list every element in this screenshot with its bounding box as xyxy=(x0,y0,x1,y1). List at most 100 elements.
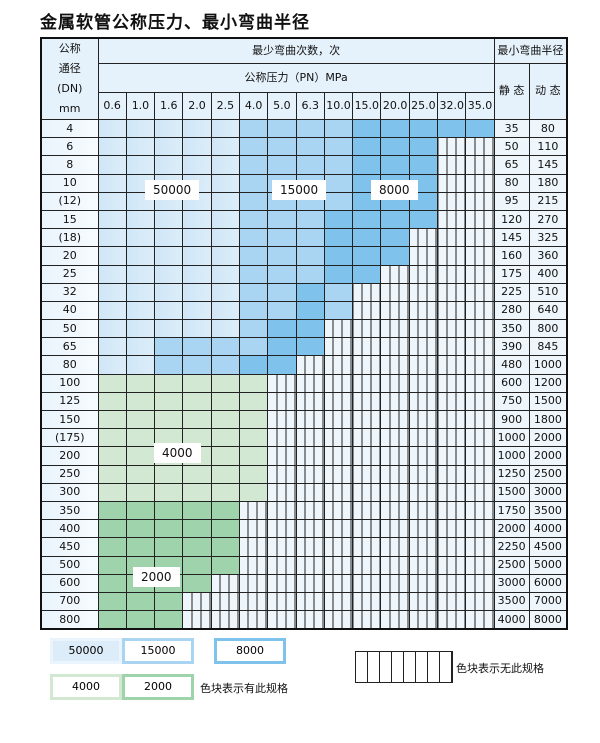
spec-cell xyxy=(210,500,240,521)
no-spec-cell xyxy=(267,537,297,557)
no-spec-cell xyxy=(267,391,297,412)
spec-cell xyxy=(210,555,240,575)
no-spec-cell xyxy=(295,500,325,521)
spec-cell xyxy=(97,264,127,284)
dynamic-radius-cell: 2500 xyxy=(528,464,568,484)
no-spec-cell xyxy=(380,409,410,430)
spec-cell xyxy=(97,428,127,448)
dn-cell: 500 xyxy=(40,555,99,575)
spec-cell xyxy=(97,573,127,593)
spec-cell xyxy=(210,409,240,430)
dynamic-radius-cell: 1800 xyxy=(528,409,568,430)
dynamic-radius-cell: 3000 xyxy=(528,482,568,502)
no-spec-cell xyxy=(295,573,325,593)
region-label-50000: 50000 xyxy=(145,180,200,200)
no-spec-cell xyxy=(267,573,297,593)
no-spec-cell xyxy=(352,573,382,593)
dn-cell: 8 xyxy=(40,155,99,175)
legend-2000: 2000 xyxy=(122,674,194,700)
spec-cell xyxy=(125,264,156,284)
dynamic-radius-cell: 5000 xyxy=(528,555,568,575)
dn-cell: (18) xyxy=(40,228,99,248)
spec-cell xyxy=(97,118,127,139)
spec-cell xyxy=(97,610,127,630)
no-spec-cell xyxy=(437,228,467,248)
spec-cell xyxy=(238,300,269,321)
spec-cell xyxy=(210,209,240,230)
legend-has-spec: 色块表示有此规格 xyxy=(200,682,288,695)
no-spec-cell xyxy=(352,391,382,412)
no-spec-cell xyxy=(323,337,354,357)
dn-label: 通径 xyxy=(58,62,81,75)
dynamic-radius-cell: 1000 xyxy=(528,355,568,375)
no-spec-cell xyxy=(408,482,439,502)
spec-cell xyxy=(238,337,269,357)
spec-cell xyxy=(408,137,439,157)
spec-cell xyxy=(182,482,212,502)
spec-cell xyxy=(210,137,240,157)
no-spec-cell xyxy=(267,500,297,521)
static-radius-cell: 2250 xyxy=(493,537,530,557)
no-spec-cell xyxy=(323,428,354,448)
spec-cell xyxy=(182,464,212,484)
static-radius-cell: 1250 xyxy=(493,464,530,484)
dynamic-radius-cell: 3500 xyxy=(528,500,568,521)
dn-label: mm xyxy=(59,102,81,115)
static-header: 静 态 xyxy=(493,62,530,120)
dn-cell: 800 xyxy=(40,610,99,630)
no-spec-cell xyxy=(352,591,382,612)
spec-cell xyxy=(238,264,269,284)
spec-cell xyxy=(125,446,156,466)
no-spec-cell xyxy=(295,355,325,375)
no-spec-cell xyxy=(465,610,495,630)
no-spec-cell xyxy=(380,537,410,557)
spec-cell xyxy=(210,428,240,448)
no-spec-cell xyxy=(437,482,467,502)
spec-cell xyxy=(125,209,156,230)
spec-cell xyxy=(238,118,269,139)
spec-cell xyxy=(154,337,184,357)
table-row: 32 225 510 xyxy=(40,282,568,302)
table-row: 80 480 1000 xyxy=(40,355,568,375)
spec-cell xyxy=(267,155,297,175)
spec-cell xyxy=(408,155,439,175)
spec-cell xyxy=(97,300,127,321)
no-spec-cell xyxy=(465,355,495,375)
no-spec-cell xyxy=(267,464,297,484)
no-spec-cell xyxy=(437,391,467,412)
dynamic-radius-cell: 2000 xyxy=(528,428,568,448)
dn-cell: 400 xyxy=(40,519,99,539)
spec-cell xyxy=(182,555,212,575)
spec-cell xyxy=(238,482,269,502)
no-spec-cell xyxy=(323,555,354,575)
spec-cell xyxy=(125,246,156,266)
no-spec-cell xyxy=(465,428,495,448)
spec-cell xyxy=(182,355,212,375)
static-radius-cell: 480 xyxy=(493,355,530,375)
legend-15000: 15000 xyxy=(122,638,194,664)
no-spec-cell xyxy=(465,409,495,430)
spec-cell xyxy=(210,446,240,466)
region-label-4000: 4000 xyxy=(154,443,201,463)
spec-cell xyxy=(97,209,127,230)
no-spec-cell xyxy=(380,300,410,321)
spec-cell xyxy=(182,409,212,430)
spec-cell xyxy=(323,118,354,139)
static-radius-cell: 390 xyxy=(493,337,530,357)
no-spec-cell xyxy=(267,610,297,630)
no-spec-cell xyxy=(238,519,269,539)
spec-cell xyxy=(238,209,269,230)
no-spec-cell xyxy=(238,555,269,575)
dn-cell: 125 xyxy=(40,391,99,412)
pn-value: 35.0 xyxy=(465,92,495,120)
spec-cell xyxy=(210,228,240,248)
spec-cell xyxy=(125,537,156,557)
no-spec-cell xyxy=(295,610,325,630)
no-spec-cell xyxy=(210,610,240,630)
no-spec-cell xyxy=(352,373,382,393)
dynamic-radius-cell: 80 xyxy=(528,118,568,139)
spec-cell xyxy=(154,500,184,521)
spec-cell xyxy=(125,373,156,393)
spec-cell xyxy=(267,118,297,139)
spec-cell xyxy=(154,282,184,302)
